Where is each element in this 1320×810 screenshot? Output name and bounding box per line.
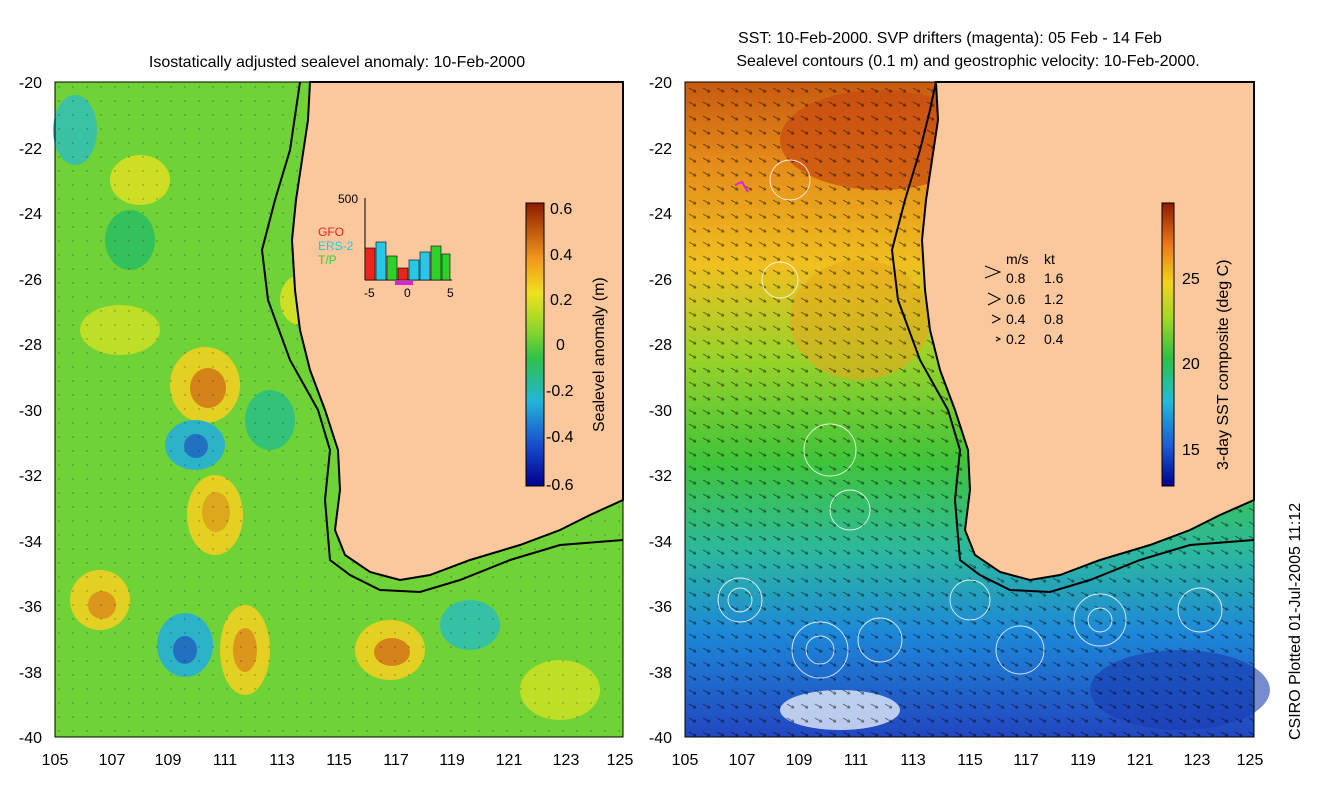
left-title: Isostatically adjusted sealevel anomaly:… bbox=[149, 54, 525, 71]
inset-xtick: 5 bbox=[447, 286, 454, 300]
sealevel-contours bbox=[717, 159, 1223, 679]
left-ytick: -36 bbox=[19, 599, 42, 616]
inset-xtick: -5 bbox=[364, 286, 375, 300]
left-ytick: -32 bbox=[19, 468, 42, 485]
right-ytick: -38 bbox=[649, 665, 672, 682]
legend-ms: 0.8 bbox=[1006, 270, 1026, 286]
sla-cb-tick: 0.2 bbox=[550, 292, 572, 309]
left-ytick: -26 bbox=[19, 272, 42, 289]
inset-legend-ers2: ERS-2 bbox=[318, 239, 354, 253]
left-ytick: -38 bbox=[19, 665, 42, 682]
sst-colorbar-label: 3-day SST composite (deg C) bbox=[1215, 260, 1232, 470]
left-ytick: -20 bbox=[19, 75, 42, 92]
sst-cb-tick: 25 bbox=[1182, 271, 1200, 288]
legend-ms: 0.4 bbox=[1006, 311, 1026, 327]
left-ytick: -24 bbox=[19, 206, 42, 223]
left-xtick: 119 bbox=[439, 752, 465, 769]
left-x-ticks: 105 107 109 111 113 115 117 119 121 123 … bbox=[42, 752, 634, 769]
sla-colorbar-label: Sealevel anomaly (m) bbox=[591, 277, 608, 432]
right-ytick: -30 bbox=[649, 403, 672, 420]
footer-credit: CSIRO Plotted 01-Jul-2005 11:12 bbox=[1287, 503, 1304, 740]
left-ytick: -40 bbox=[19, 730, 42, 747]
left-xtick: 115 bbox=[326, 752, 352, 769]
inset-ymax: 500 bbox=[338, 192, 358, 206]
sst-cb-tick: 15 bbox=[1182, 442, 1200, 459]
right-xtick: 115 bbox=[957, 752, 983, 769]
left-xtick: 125 bbox=[607, 752, 634, 769]
right-xtick: 109 bbox=[786, 752, 813, 769]
left-y-ticks: -20 -22 -24 -26 -28 -30 -32 -34 -36 -38 … bbox=[19, 75, 42, 747]
right-title-line1: SST: 10-Feb-2000. SVP drifters (magenta)… bbox=[738, 30, 1162, 47]
left-xtick: 123 bbox=[553, 752, 580, 769]
right-ytick: -32 bbox=[649, 468, 672, 485]
sla-cb-tick: -0.2 bbox=[546, 383, 574, 400]
left-xtick: 111 bbox=[213, 752, 237, 769]
right-xtick: 121 bbox=[1127, 752, 1154, 769]
sla-cb-tick: 0.6 bbox=[550, 201, 572, 218]
left-xtick: 107 bbox=[99, 752, 126, 769]
inset-labels: 500 GFO ERS-2 T/P -5 0 5 bbox=[318, 192, 454, 300]
right-xtick: 119 bbox=[1070, 752, 1096, 769]
left-frame bbox=[54, 81, 624, 738]
sst-colorbar-ticks: 25 20 15 bbox=[1182, 271, 1200, 459]
right-ytick: -36 bbox=[649, 599, 672, 616]
left-ytick: -30 bbox=[19, 403, 42, 420]
right-xtick: 125 bbox=[1237, 752, 1264, 769]
legend-kt: 1.2 bbox=[1044, 291, 1064, 307]
right-x-ticks: 105 107 109 111 113 115 117 119 121 123 … bbox=[672, 752, 1264, 769]
legend-kt: 0.8 bbox=[1044, 311, 1064, 327]
legend-header-kt: kt bbox=[1044, 251, 1055, 267]
velocity-legend-arrows bbox=[984, 265, 1002, 342]
left-ytick: -28 bbox=[19, 337, 42, 354]
left-xtick: 105 bbox=[42, 752, 69, 769]
legend-ms: 0.2 bbox=[1006, 331, 1026, 347]
inset-xtick: 0 bbox=[404, 286, 411, 300]
legend-ms: 0.6 bbox=[1006, 291, 1026, 307]
right-map bbox=[684, 81, 1270, 738]
right-ytick: -28 bbox=[649, 337, 672, 354]
right-ytick: -26 bbox=[649, 272, 672, 289]
right-xtick: 107 bbox=[729, 752, 756, 769]
legend-kt: 0.4 bbox=[1044, 331, 1064, 347]
legend-header-ms: m/s bbox=[1006, 251, 1029, 267]
inset-legend-tp: T/P bbox=[318, 253, 337, 267]
left-ytick: -22 bbox=[19, 141, 42, 158]
velocity-legend-text: m/s kt 0.8 1.6 0.6 1.2 0.4 0.8 0.2 0.4 bbox=[1006, 251, 1064, 347]
right-xtick: 113 bbox=[900, 752, 926, 769]
right-ytick: -40 bbox=[649, 730, 672, 747]
shelf-isobath bbox=[260, 81, 624, 594]
right-ytick: -24 bbox=[649, 206, 672, 223]
sst-cb-tick: 20 bbox=[1182, 356, 1200, 373]
left-xtick: 117 bbox=[383, 752, 409, 769]
sla-cb-tick: -0.4 bbox=[546, 429, 574, 446]
shelf-isobath-right bbox=[890, 81, 1255, 594]
right-ytick: -20 bbox=[649, 75, 672, 92]
drifter-track bbox=[734, 180, 749, 193]
australia-land bbox=[290, 81, 624, 582]
right-ytick: -34 bbox=[649, 534, 672, 551]
right-frame bbox=[684, 81, 1255, 738]
right-y-ticks: -20 -22 -24 -26 -28 -30 -32 -34 -36 -38 … bbox=[649, 75, 672, 747]
left-ytick: -34 bbox=[19, 534, 42, 551]
left-xtick: 113 bbox=[269, 752, 295, 769]
right-ytick: -22 bbox=[649, 141, 672, 158]
sla-cb-tick: -0.6 bbox=[546, 477, 574, 494]
left-xtick: 121 bbox=[496, 752, 523, 769]
sla-cb-tick: 0 bbox=[556, 337, 565, 354]
australia-land-right bbox=[920, 81, 1255, 582]
right-xtick: 117 bbox=[1013, 752, 1039, 769]
sst-colorbar bbox=[1161, 202, 1175, 487]
sla-colorbar-ticks: 0.6 0.4 0.2 0 -0.2 -0.4 -0.6 bbox=[546, 201, 574, 494]
right-xtick: 123 bbox=[1184, 752, 1211, 769]
legend-kt: 1.6 bbox=[1044, 270, 1064, 286]
sla-colorbar bbox=[525, 202, 545, 487]
inset-legend-gfo: GFO bbox=[318, 225, 344, 239]
left-inset-histogram bbox=[364, 198, 452, 285]
right-title-line2: Sealevel contours (0.1 m) and geostrophi… bbox=[736, 53, 1199, 70]
sla-cb-tick: 0.4 bbox=[550, 247, 572, 264]
right-xtick: 111 bbox=[844, 752, 868, 769]
left-xtick: 109 bbox=[155, 752, 182, 769]
right-xtick: 105 bbox=[672, 752, 699, 769]
